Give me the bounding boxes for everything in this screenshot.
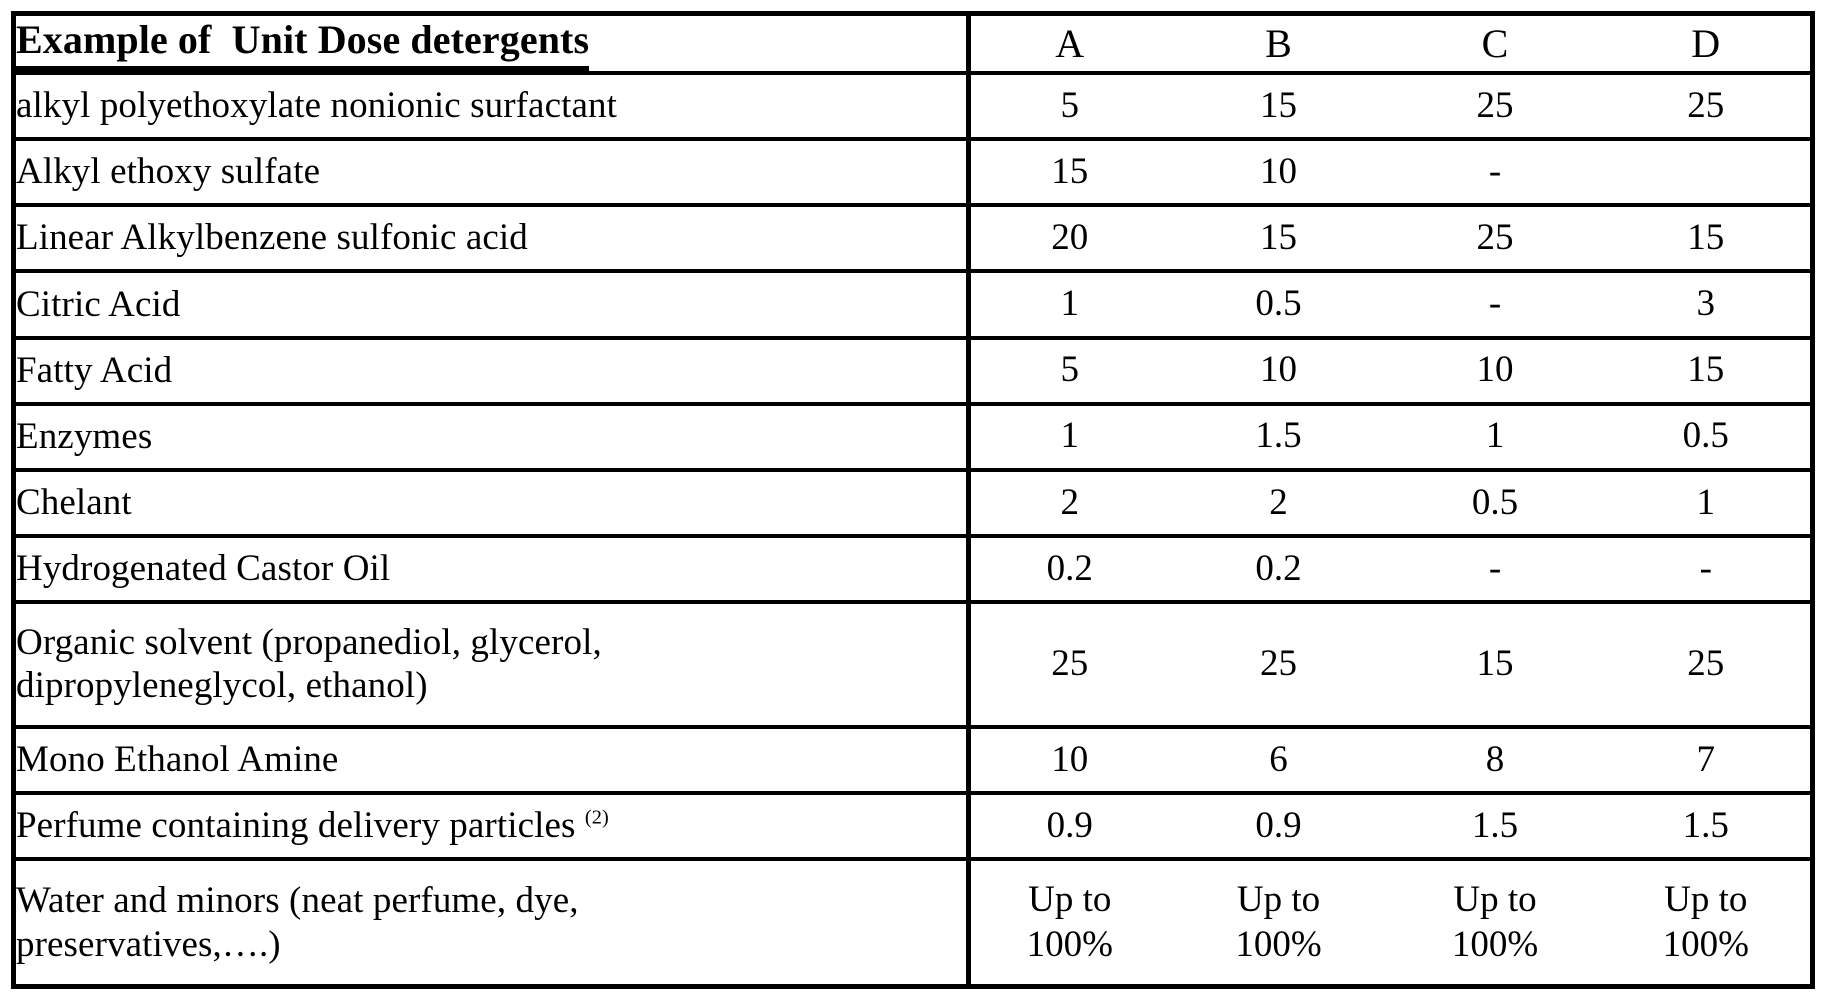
row-label-text: Linear Alkylbenzene sulfonic acid [16, 216, 966, 260]
cell-value-c: 25 [1389, 205, 1602, 271]
column-header-b: B [1169, 14, 1389, 74]
row-label-text: Chelant [16, 481, 966, 525]
row-label-text: Alkyl ethoxy sulfate [16, 150, 966, 194]
cell-value-a: 0.2 [969, 536, 1169, 602]
row-label-text: Perfume containing delivery particles (2… [16, 805, 609, 846]
row-label-cell: Mono Ethanol Amine [14, 727, 969, 793]
row-label-text: Water and minors (neat perfume, dye, [16, 879, 966, 923]
row-label-cell: Fatty Acid [14, 338, 969, 404]
cell-value-b: Up to 100% [1169, 859, 1389, 986]
table-row: Hydrogenated Castor Oil0.20.2-- [14, 536, 1813, 602]
cell-value-c: 1 [1389, 404, 1602, 470]
cell-value-c: - [1389, 139, 1602, 205]
cell-value-c: 0.5 [1389, 470, 1602, 536]
row-label-text: Organic solvent (propanediol, glycerol, [16, 621, 966, 665]
row-label-cell: Enzymes [14, 404, 969, 470]
row-label-text: Mono Ethanol Amine [16, 738, 966, 782]
cell-value-d: Up to 100% [1602, 859, 1813, 986]
cell-value-a: 25 [969, 602, 1169, 727]
cell-value-d: 7 [1602, 727, 1813, 793]
row-label-cell: Linear Alkylbenzene sulfonic acid [14, 205, 969, 271]
cell-value-d: 15 [1602, 205, 1813, 271]
cell-value-d: 3 [1602, 271, 1813, 337]
table-container: Example of Unit Dose detergents A B C D … [11, 11, 1815, 989]
cell-value-b: 2 [1169, 470, 1389, 536]
table-body: alkyl polyethoxylate nonionic surfactant… [14, 73, 1813, 987]
cell-value-b: 15 [1169, 73, 1389, 139]
row-label-text: alkyl polyethoxylate nonionic surfactant [16, 84, 966, 128]
table-row: alkyl polyethoxylate nonionic surfactant… [14, 73, 1813, 139]
row-label-text-line2: preservatives,….) [16, 923, 966, 967]
table-row: Citric Acid10.5-3 [14, 271, 1813, 337]
cell-value-a: 0.9 [969, 793, 1169, 859]
row-label-cell: Citric Acid [14, 271, 969, 337]
cell-value-b: 0.5 [1169, 271, 1389, 337]
cell-value-a: 20 [969, 205, 1169, 271]
row-label-text: Citric Acid [16, 283, 966, 327]
cell-value-d [1602, 139, 1813, 205]
cell-value-c: 15 [1389, 602, 1602, 727]
cell-value-c: 1.5 [1389, 793, 1602, 859]
cell-value-c: - [1389, 536, 1602, 602]
cell-value-d: 25 [1602, 602, 1813, 727]
row-label-cell: alkyl polyethoxylate nonionic surfactant [14, 73, 969, 139]
cell-value-a: 2 [969, 470, 1169, 536]
cell-value-c: 10 [1389, 338, 1602, 404]
cell-value-d: 1 [1602, 470, 1813, 536]
cell-value-a: 1 [969, 271, 1169, 337]
table-row: Water and minors (neat perfume, dye,pres… [14, 859, 1813, 986]
row-label-superscript: (2) [585, 807, 609, 829]
cell-value-d: 1.5 [1602, 793, 1813, 859]
table-row: Alkyl ethoxy sulfate1510- [14, 139, 1813, 205]
cell-value-b: 25 [1169, 602, 1389, 727]
row-label-text-line2: dipropyleneglycol, ethanol) [16, 664, 966, 708]
row-label-text: Fatty Acid [16, 349, 966, 393]
cell-value-b: 0.9 [1169, 793, 1389, 859]
row-label-cell: Alkyl ethoxy sulfate [14, 139, 969, 205]
cell-value-b: 0.2 [1169, 536, 1389, 602]
cell-value-a: 1 [969, 404, 1169, 470]
row-label-cell: Organic solvent (propanediol, glycerol,d… [14, 602, 969, 727]
table-row: Linear Alkylbenzene sulfonic acid2015251… [14, 205, 1813, 271]
table-title: Example of Unit Dose detergents [16, 16, 589, 71]
cell-value-c: Up to 100% [1389, 859, 1602, 986]
cell-value-d: 25 [1602, 73, 1813, 139]
row-label-cell: Water and minors (neat perfume, dye,pres… [14, 859, 969, 986]
cell-value-a: Up to 100% [969, 859, 1169, 986]
table-row: Chelant220.51 [14, 470, 1813, 536]
column-header-d: D [1602, 14, 1813, 74]
cell-value-d: 15 [1602, 338, 1813, 404]
cell-value-b: 6 [1169, 727, 1389, 793]
cell-value-b: 15 [1169, 205, 1389, 271]
row-label-cell: Chelant [14, 470, 969, 536]
cell-value-c: 8 [1389, 727, 1602, 793]
page-root: Example of Unit Dose detergents A B C D … [0, 0, 1827, 1002]
table-row: Fatty Acid5101015 [14, 338, 1813, 404]
row-label-cell: Perfume containing delivery particles (2… [14, 793, 969, 859]
table-row: Enzymes11.510.5 [14, 404, 1813, 470]
cell-value-b: 1.5 [1169, 404, 1389, 470]
column-header-c: C [1389, 14, 1602, 74]
row-label-text: Hydrogenated Castor Oil [16, 547, 966, 591]
table-head: Example of Unit Dose detergents A B C D [14, 14, 1813, 74]
cell-value-b: 10 [1169, 338, 1389, 404]
row-label-cell: Hydrogenated Castor Oil [14, 536, 969, 602]
table-row: Perfume containing delivery particles (2… [14, 793, 1813, 859]
cell-value-a: 10 [969, 727, 1169, 793]
cell-value-a: 15 [969, 139, 1169, 205]
cell-value-a: 5 [969, 338, 1169, 404]
cell-value-b: 10 [1169, 139, 1389, 205]
table-header-row: Example of Unit Dose detergents A B C D [14, 14, 1813, 74]
cell-value-d: 0.5 [1602, 404, 1813, 470]
column-header-a: A [969, 14, 1169, 74]
table-row: Organic solvent (propanediol, glycerol,d… [14, 602, 1813, 727]
cell-value-a: 5 [969, 73, 1169, 139]
row-label-text: Enzymes [16, 415, 966, 459]
formulation-table: Example of Unit Dose detergents A B C D … [11, 11, 1815, 989]
cell-value-c: 25 [1389, 73, 1602, 139]
cell-value-c: - [1389, 271, 1602, 337]
table-title-cell: Example of Unit Dose detergents [14, 14, 969, 74]
cell-value-d: - [1602, 536, 1813, 602]
table-row: Mono Ethanol Amine10687 [14, 727, 1813, 793]
